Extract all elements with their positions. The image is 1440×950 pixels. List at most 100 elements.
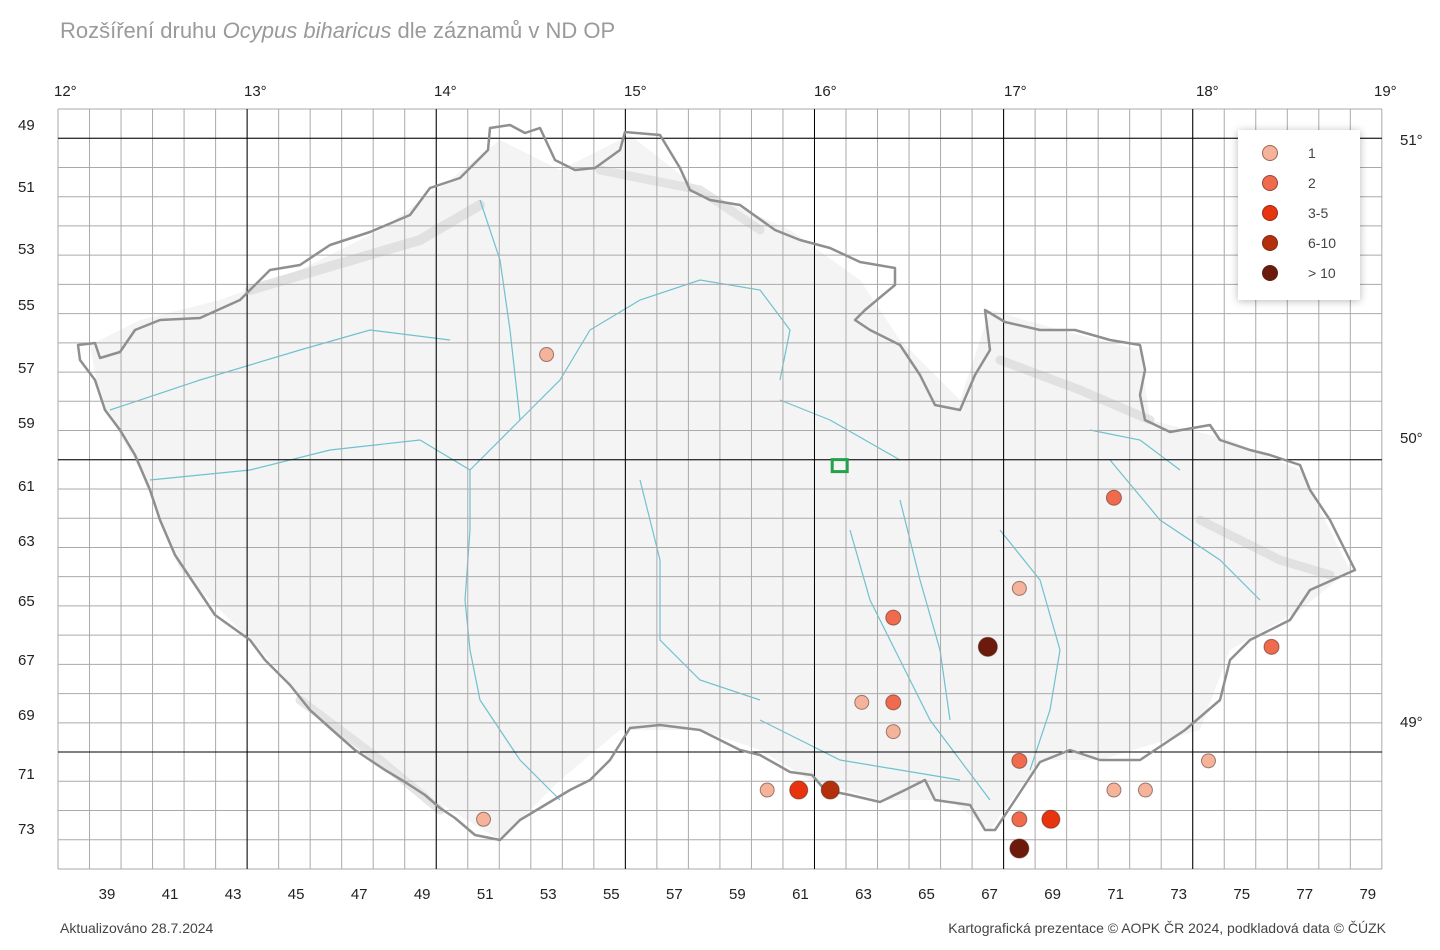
- record-dot: [1200, 753, 1216, 769]
- legend-label-3: 3-5: [1308, 205, 1329, 221]
- row-label: 67: [18, 652, 35, 669]
- ridge-beskydy: [1195, 515, 1335, 580]
- ridge-krkonose: [595, 165, 765, 235]
- record-dot: [885, 609, 902, 626]
- record-dot: [789, 780, 809, 800]
- column-label: 57: [666, 886, 683, 903]
- column-label: 75: [1233, 886, 1250, 903]
- grid-minor: [57, 108, 1383, 870]
- column-label: 43: [225, 886, 242, 903]
- legend-dot-2: [1262, 175, 1278, 191]
- legend-label-1: 1: [1308, 145, 1316, 161]
- record-dot: [1011, 752, 1028, 769]
- river-orlice: [779, 399, 901, 461]
- row-label: 65: [18, 593, 35, 610]
- record-dot: [885, 694, 902, 711]
- column-label: 71: [1107, 886, 1124, 903]
- locality-square-marker: [830, 458, 849, 474]
- river-svitava: [899, 499, 951, 721]
- river-ohre: [109, 329, 451, 411]
- column-label: 53: [540, 886, 557, 903]
- row-label: 73: [18, 821, 35, 838]
- longitude-label: 18°: [1196, 83, 1219, 100]
- record-dot: [820, 780, 840, 800]
- legend-label-4: 6-10: [1308, 235, 1337, 251]
- longitude-label: 12°: [54, 83, 77, 100]
- row-label: 57: [18, 360, 35, 377]
- country-border: [76, 123, 1357, 842]
- record-dot: [1137, 782, 1153, 798]
- record-dot: [977, 636, 998, 657]
- river-svratka: [849, 529, 991, 801]
- ridge-krusne-hory: [245, 200, 485, 295]
- record-dot: [759, 782, 775, 798]
- grid-major: [58, 109, 1382, 869]
- column-label: 65: [918, 886, 935, 903]
- title-suffix: dle záznamů v ND OP: [391, 18, 616, 43]
- record-dot: [476, 811, 492, 827]
- longitude-label: 14°: [434, 83, 457, 100]
- river-labe: [469, 279, 791, 471]
- rivers: [109, 199, 1261, 801]
- record-dot: [1011, 580, 1027, 596]
- record-dot: [854, 694, 870, 710]
- record-dot: [1263, 638, 1280, 655]
- title-prefix: Rozšíření druhu: [60, 18, 223, 43]
- legend-dot-1: [1262, 145, 1278, 161]
- longitude-label: 15°: [624, 83, 647, 100]
- latitude-label: 50°: [1400, 430, 1423, 447]
- column-label: 59: [729, 886, 746, 903]
- column-label: 41: [162, 886, 179, 903]
- latitude-label: 49°: [1400, 714, 1423, 731]
- longitude-label: 13°: [244, 83, 267, 100]
- river-dyje: [759, 719, 961, 781]
- row-label: 69: [18, 707, 35, 724]
- legend-dot-3: [1262, 205, 1278, 221]
- record-dot: [539, 347, 555, 363]
- latitude-label: 51°: [1400, 132, 1423, 149]
- column-label: 39: [99, 886, 116, 903]
- record-dot: [1106, 782, 1122, 798]
- legend-dot-5: [1262, 265, 1278, 281]
- column-label: 45: [288, 886, 305, 903]
- legend: 1 2 3-5 6-10 > 10: [1238, 130, 1360, 300]
- record-markers: [476, 347, 1280, 859]
- row-label: 51: [18, 179, 35, 196]
- longitude-label: 19°: [1374, 83, 1397, 100]
- longitude-label: 17°: [1004, 83, 1027, 100]
- record-dot: [1041, 809, 1061, 829]
- column-label: 67: [981, 886, 998, 903]
- row-label: 71: [18, 766, 35, 783]
- column-label: 77: [1296, 886, 1313, 903]
- column-label: 49: [414, 886, 431, 903]
- river-labe-north: [479, 199, 521, 421]
- row-labels: 49 51 53 55 57 59 61 63 65 67 69 71 73: [18, 117, 35, 838]
- column-label: 55: [603, 886, 620, 903]
- column-label: 63: [855, 886, 872, 903]
- row-label: 55: [18, 297, 35, 314]
- map-title: Rozšíření druhu Ocypus biharicus dle záz…: [60, 18, 615, 44]
- record-dot: [1105, 489, 1122, 506]
- column-label: 73: [1170, 886, 1187, 903]
- row-label: 63: [18, 533, 35, 550]
- longitude-label: 16°: [814, 83, 837, 100]
- record-dot: [1009, 838, 1030, 859]
- column-label: 61: [792, 886, 809, 903]
- record-dot: [885, 724, 901, 740]
- row-label: 61: [18, 478, 35, 495]
- record-dot: [1011, 811, 1028, 828]
- legend-label-2: 2: [1308, 175, 1316, 191]
- column-label: 47: [351, 886, 368, 903]
- column-label: 79: [1359, 886, 1376, 903]
- legend-dot-4: [1262, 235, 1278, 251]
- river-becva: [1109, 459, 1261, 601]
- longitude-labels: 12° 13° 14° 15° 16° 17° 18° 19°: [54, 83, 1397, 100]
- latitude-labels: 51° 50° 49°: [1400, 132, 1423, 731]
- title-species: Ocypus biharicus: [222, 18, 392, 43]
- updated-date: Aktualizováno 28.7.2024: [60, 920, 214, 936]
- ridge-jeseniky: [995, 355, 1155, 425]
- copyright-credit: Kartografická prezentace © AOPK ČR 2024,…: [948, 920, 1386, 936]
- legend-label-5: > 10: [1308, 265, 1336, 281]
- column-label: 69: [1044, 886, 1061, 903]
